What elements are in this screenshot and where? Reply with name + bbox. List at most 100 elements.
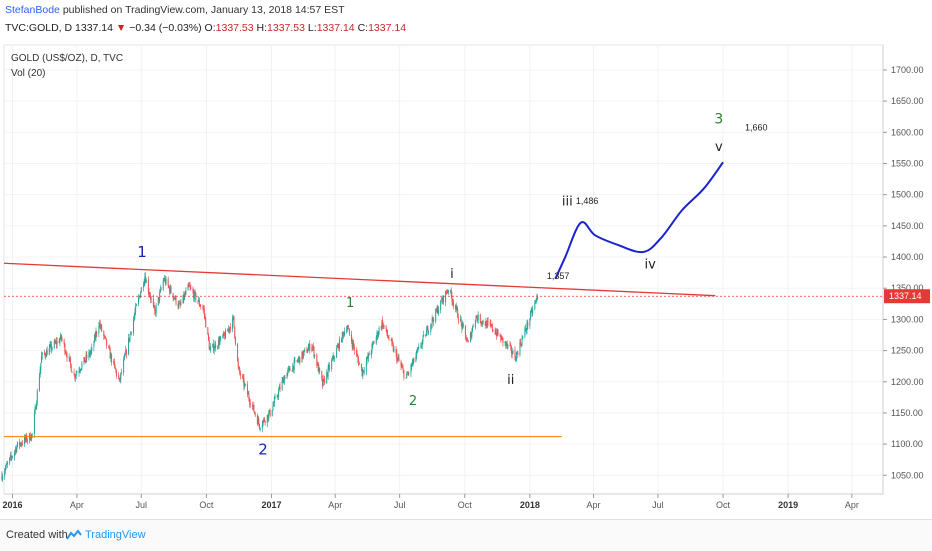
candle (491, 323, 493, 328)
candle-body (515, 352, 517, 362)
resistance-trend-line[interactable] (3, 262, 716, 297)
candle-body (44, 353, 46, 356)
candle (284, 374, 286, 380)
candle (413, 357, 415, 365)
candle (243, 374, 245, 391)
candle (91, 343, 93, 355)
candle (31, 433, 33, 439)
candle-body (155, 305, 157, 314)
candle (530, 306, 532, 313)
candle-body (43, 352, 45, 354)
candle-body (481, 322, 483, 324)
candle-body (252, 404, 254, 407)
candle (470, 332, 472, 339)
candle (224, 331, 226, 340)
candle-body (441, 300, 443, 303)
candle (258, 423, 260, 431)
candle-body (36, 390, 38, 404)
candle-body (154, 306, 156, 312)
candle (36, 388, 38, 407)
candle-body (25, 435, 27, 440)
candle-body (301, 351, 303, 363)
tradingview-brand-link[interactable]: TradingView (85, 529, 146, 541)
candle (279, 382, 281, 393)
candle (229, 326, 231, 335)
candle-body (456, 306, 458, 309)
candle (220, 335, 222, 342)
candle-body (208, 340, 210, 350)
candle-body (416, 351, 418, 356)
candle-body (357, 355, 359, 360)
author-link[interactable]: StefanBode (5, 4, 60, 16)
candle (462, 322, 464, 329)
candle (343, 332, 345, 340)
candle (268, 410, 270, 422)
candle (129, 333, 131, 343)
candle-body (331, 360, 333, 369)
candle-body (346, 329, 348, 332)
candle (496, 328, 498, 337)
candle-body (99, 323, 101, 328)
candle-body (184, 294, 186, 296)
candle (388, 335, 390, 341)
candle-body (227, 330, 229, 332)
candle-body (535, 300, 537, 303)
candle (420, 342, 422, 349)
candle (452, 299, 454, 310)
candle-body (367, 356, 369, 359)
price-annotation: 1,486 (576, 196, 599, 206)
wave-label: 1 (346, 296, 354, 311)
candle (135, 303, 137, 307)
projection-path[interactable] (554, 161, 724, 280)
candle-body (291, 370, 293, 372)
candle (130, 331, 132, 336)
candle-body (268, 412, 270, 420)
candle-body (446, 292, 448, 294)
candle (286, 372, 288, 379)
time-axis[interactable]: 2016 Apr Jul Oct 2017 Apr Jul Oct 2018 Apr Jul Oct 2… (2, 493, 883, 510)
candle (509, 341, 511, 347)
candle (500, 334, 502, 343)
price-axis[interactable]: 1050.00 1100.00 1150.00 1200.00 1250.00 1300.… (882, 45, 930, 494)
symbol-text[interactable]: TVC:GOLD, D (5, 22, 73, 34)
candle-body (360, 363, 362, 369)
candle-body (283, 378, 285, 384)
candle-body (273, 398, 275, 404)
candle-body (490, 323, 492, 327)
candle-body (510, 345, 512, 347)
candle (179, 300, 181, 305)
candle-body (393, 348, 395, 352)
candle-body (254, 413, 256, 416)
candle (263, 416, 265, 423)
candle (536, 293, 538, 303)
candle-body (519, 342, 521, 355)
candle-body (160, 288, 162, 290)
candle-body (299, 357, 301, 363)
candle-body (505, 341, 507, 346)
candle (521, 334, 523, 347)
candle (511, 350, 513, 359)
candle-body (261, 424, 263, 429)
candle-body (217, 346, 219, 349)
candle-body (4, 468, 6, 472)
candle-body (64, 344, 66, 353)
candle (525, 328, 527, 335)
candle (417, 347, 419, 353)
candle-body (135, 306, 137, 313)
candle (14, 445, 16, 456)
candle (387, 335, 389, 339)
candle-body (225, 330, 227, 339)
candle-body (535, 298, 537, 301)
candle-body (244, 384, 246, 386)
candle (460, 316, 462, 327)
candle-body (342, 332, 344, 334)
candle (16, 444, 18, 453)
candle-body (19, 441, 21, 446)
candle (392, 338, 394, 347)
candle (108, 345, 110, 349)
candle (213, 345, 215, 355)
candle-body (455, 305, 457, 309)
candle-body (143, 282, 145, 286)
candle (442, 295, 444, 304)
